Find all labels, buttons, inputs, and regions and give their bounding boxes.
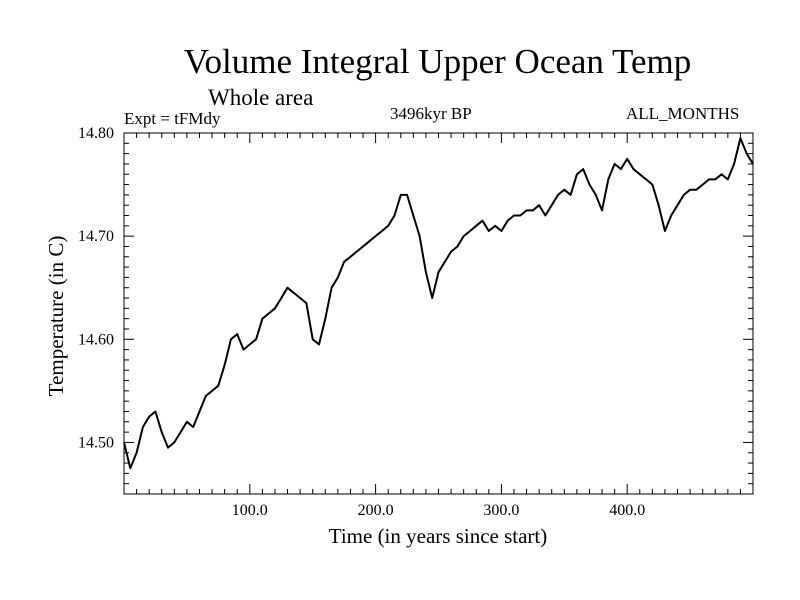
series-line bbox=[123, 137, 754, 470]
tick-labels: 100.0 200.0 300.0 400.0 14.50 14.60 14.70 14.80 bbox=[78, 125, 645, 519]
axis-ticks bbox=[124, 133, 753, 494]
chart-title: Volume Integral Upper Ocean Temp bbox=[183, 42, 692, 81]
x-axis-label: Time (in years since start) bbox=[329, 524, 548, 548]
x-tick-label: 200.0 bbox=[358, 502, 394, 519]
x-tick-label: 300.0 bbox=[483, 502, 519, 519]
x-tick-label: 100.0 bbox=[232, 502, 268, 519]
months-label: ALL_MONTHS bbox=[626, 104, 740, 123]
y-axis-label: Temperature (in C) bbox=[44, 236, 68, 397]
y-tick-label: 14.70 bbox=[78, 228, 114, 245]
y-tick-label: 14.80 bbox=[78, 125, 114, 142]
period-label: 3496kyr BP bbox=[390, 104, 472, 123]
y-tick-label: 14.60 bbox=[78, 331, 114, 348]
chart-subtitle: Whole area bbox=[208, 85, 314, 110]
experiment-label: Expt = tFMdy bbox=[124, 109, 221, 128]
x-tick-label: 400.0 bbox=[609, 502, 645, 519]
plot-frame bbox=[123, 132, 754, 495]
y-tick-label: 14.50 bbox=[78, 434, 114, 451]
